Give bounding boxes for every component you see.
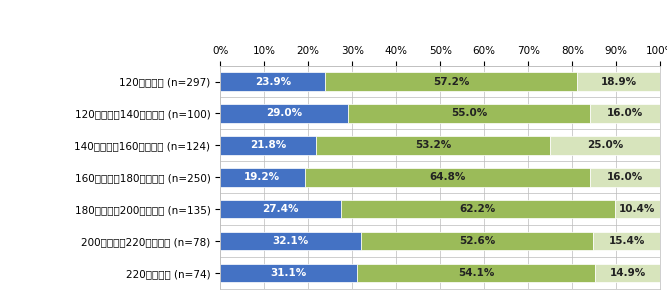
Bar [357,264,595,283]
Text: 18.9%: 18.9% [601,77,637,86]
Text: 32.1%: 32.1% [273,236,309,246]
Bar [590,168,660,187]
Text: 15.4%: 15.4% [609,236,645,246]
Bar [220,200,341,218]
Text: 52.6%: 52.6% [459,236,496,246]
Text: 31.1%: 31.1% [270,268,307,278]
Text: 55.0%: 55.0% [451,108,487,118]
Bar [220,232,362,250]
Bar [341,200,614,218]
Text: 16.0%: 16.0% [607,108,643,118]
Bar [220,104,348,123]
Bar [220,168,305,187]
Text: 10.4%: 10.4% [619,204,656,214]
Bar [220,264,357,283]
Bar [595,264,661,283]
Bar [362,232,593,250]
Bar [614,200,660,218]
Text: 64.8%: 64.8% [429,172,466,182]
Text: 21.8%: 21.8% [250,140,286,150]
Text: 16.0%: 16.0% [607,172,643,182]
Bar [316,136,550,155]
Bar [305,168,590,187]
Bar [590,104,660,123]
Text: 53.2%: 53.2% [415,140,452,150]
Text: 62.2%: 62.2% [460,204,496,214]
Text: 19.2%: 19.2% [244,172,280,182]
Bar [593,232,661,250]
Bar [550,136,660,155]
Text: 23.9%: 23.9% [255,77,291,86]
Text: 27.4%: 27.4% [262,204,299,214]
Bar [325,72,577,91]
Text: 25.0%: 25.0% [587,140,624,150]
Bar [220,72,325,91]
Text: 29.0%: 29.0% [266,108,302,118]
Text: 14.9%: 14.9% [610,268,646,278]
Text: 57.2%: 57.2% [433,77,470,86]
Bar [348,104,590,123]
Text: 54.1%: 54.1% [458,268,494,278]
Bar [220,136,316,155]
Bar [577,72,660,91]
